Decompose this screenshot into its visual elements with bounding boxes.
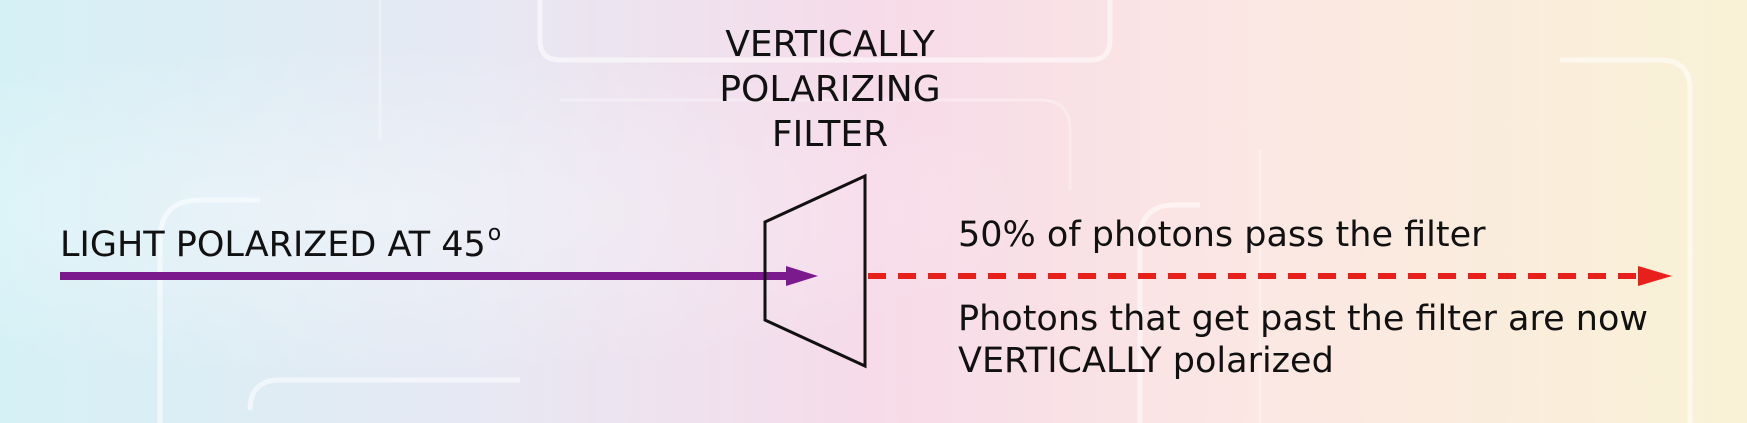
input-light-label: LIGHT POLARIZED AT 45o (60, 212, 501, 267)
degree-mark: o (487, 221, 502, 246)
filter-title-line-3: FILTER (771, 114, 889, 155)
result-label: Photons that get past the filter are now… (958, 298, 1648, 382)
result-label-line-2: VERTICALLY polarized (958, 341, 1334, 381)
filter-title-line-2: POLARIZING (719, 69, 941, 110)
result-label-line-1: Photons that get past the filter are now (958, 299, 1648, 339)
input-arrowhead (786, 266, 818, 286)
input-light-label-text: LIGHT POLARIZED AT 45 (60, 225, 486, 265)
filter-title: VERTICALLY POLARIZING FILTER (700, 22, 960, 157)
output-arrowhead (1638, 266, 1672, 286)
pass-rate-label: 50% of photons pass the filter (958, 215, 1486, 255)
polarizing-filter (763, 173, 867, 369)
filter-title-line-1: VERTICALLY (725, 24, 935, 65)
